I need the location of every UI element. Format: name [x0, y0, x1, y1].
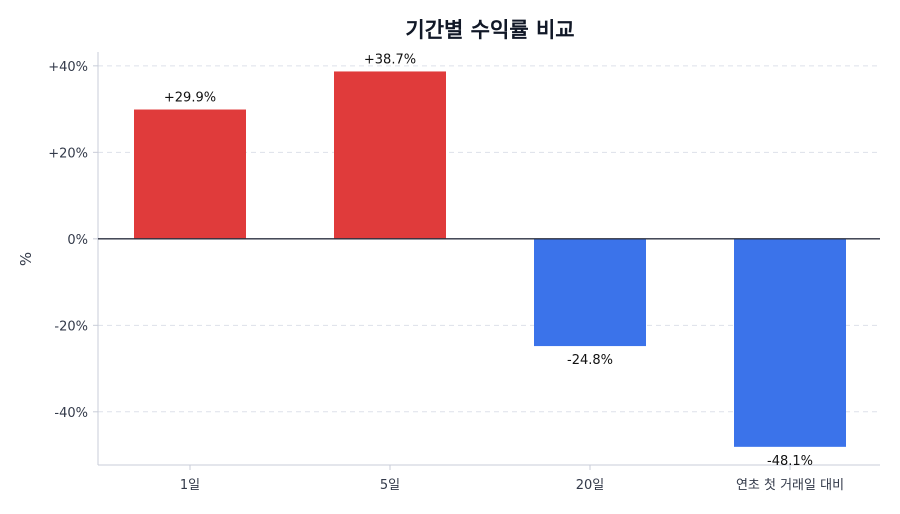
bar-2	[534, 238, 646, 347]
data-label: +38.7%	[364, 52, 416, 67]
bar-3	[734, 238, 846, 447]
y-tick-label: -20%	[54, 319, 88, 334]
y-tick-label: +20%	[48, 146, 88, 161]
y-tick-label: -40%	[54, 406, 88, 421]
data-label: +29.9%	[164, 91, 216, 106]
data-label: -48.1%	[767, 454, 813, 469]
x-tick-label: 1일	[180, 478, 200, 493]
x-tick-label: 20일	[576, 478, 605, 493]
chart-title: 기간별 수익률 비교	[405, 18, 574, 42]
y-axis-label: %	[17, 252, 35, 266]
bar-0	[134, 109, 246, 239]
data-label: -24.8%	[567, 353, 613, 368]
x-tick-label: 연초 첫 거래일 대비	[736, 478, 844, 493]
y-tick-label: +40%	[48, 60, 88, 75]
x-tick-label: 5일	[380, 478, 400, 493]
y-tick-label: 0%	[67, 233, 88, 248]
bar-1	[334, 71, 446, 239]
